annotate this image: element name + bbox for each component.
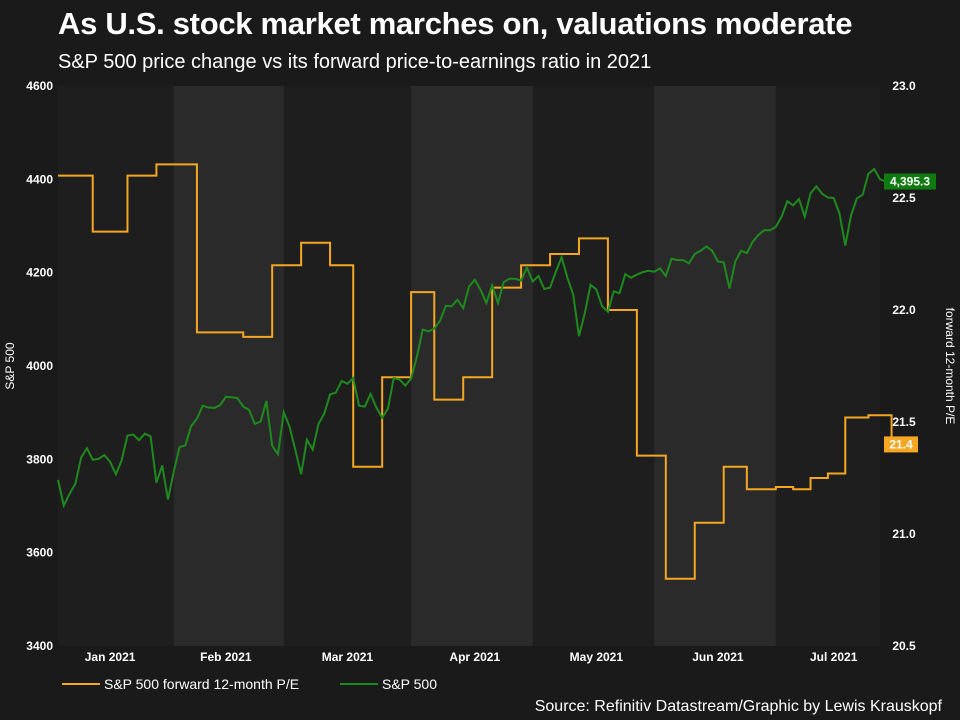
right-tick-label: 23.0	[892, 79, 916, 93]
left-tick-label: 3400	[26, 639, 53, 653]
right-tick-label: 20.5	[892, 639, 916, 653]
legend-sp500-label: S&P 500	[382, 676, 437, 692]
right-tick-label: 21.0	[892, 527, 916, 541]
month-shade	[654, 86, 776, 646]
sp500-end-label-bg	[884, 173, 936, 190]
right-tick-label: 21.5	[892, 415, 916, 429]
pe-series-line	[58, 163, 893, 580]
left-tick-label: 4200	[26, 266, 53, 280]
right-tick-label: 22.5	[892, 191, 916, 205]
month-shade	[173, 86, 284, 646]
x-tick-label: Jul 2021	[810, 650, 858, 664]
left-tick-label: 4000	[26, 359, 53, 373]
x-tick-label: Jun 2021	[692, 650, 744, 664]
x-tick-label: Mar 2021	[322, 650, 374, 664]
pe-end-label-bg	[884, 436, 918, 453]
left-axis-title: S&P 500	[3, 342, 17, 389]
right-tick-label: 22.0	[892, 303, 916, 317]
sp500-series-line	[57, 167, 887, 509]
x-tick-label: Apr 2021	[449, 650, 500, 664]
left-tick-label: 3600	[26, 546, 53, 560]
x-tick-label: May 2021	[570, 650, 624, 664]
left-tick-label: 3800	[26, 452, 53, 466]
sp500-end-label: 4,395.3	[890, 175, 930, 189]
month-shade	[411, 86, 533, 646]
x-tick-label: Feb 2021	[200, 650, 252, 664]
x-tick-label: Jan 2021	[85, 650, 136, 664]
source-note: Source: Refinitiv Datastream/Graphic by …	[534, 698, 942, 715]
legend-pe-label: S&P 500 forward 12-month P/E	[104, 676, 299, 692]
left-tick-label: 4400	[26, 172, 53, 186]
chart-title: As U.S. stock market marches on, valuati…	[58, 6, 853, 41]
right-axis-title: forward 12-month P/E	[943, 308, 957, 425]
chart-subtitle: S&P 500 price change vs its forward pric…	[58, 51, 652, 73]
pe-end-label: 21.4	[889, 437, 913, 451]
left-tick-label: 4600	[26, 79, 53, 93]
